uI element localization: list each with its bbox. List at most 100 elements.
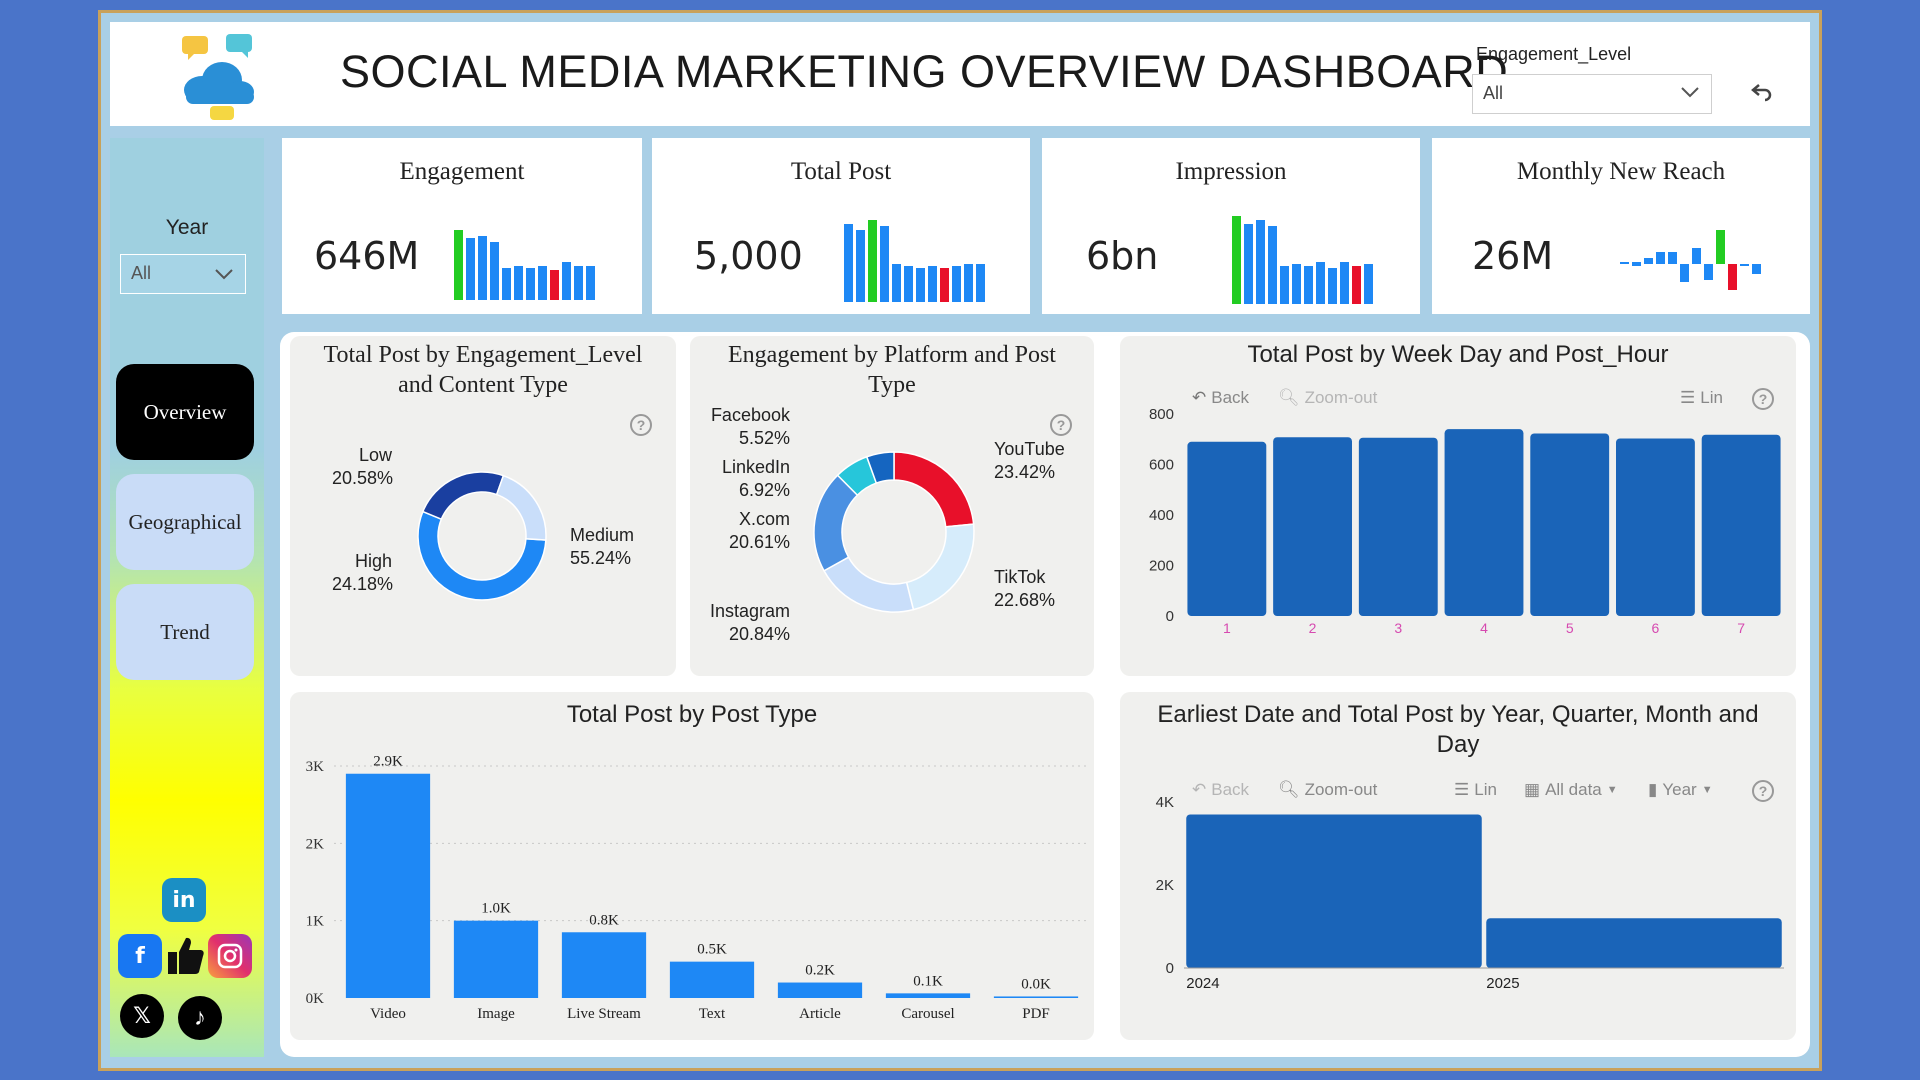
calendar-icon: ▦: [1524, 780, 1541, 799]
lin-button[interactable]: ☰ Lin: [1680, 388, 1723, 408]
year-filter-label: Year: [165, 216, 209, 239]
kpi-sparkline: [1620, 230, 1761, 290]
nav-trend[interactable]: Trend: [116, 584, 254, 680]
bar[interactable]: [885, 993, 971, 998]
kpi-sparkline: [844, 220, 985, 302]
x-category-label: Carousel: [901, 1006, 954, 1022]
chart-weekday-panel: Total Post by Week Day and Post_Hour ↶ Ba…: [1120, 336, 1796, 676]
lin-button-label: Lin: [1700, 388, 1723, 407]
year-filter-value: All: [131, 263, 152, 283]
slice-percent: 24.18%: [332, 574, 394, 594]
bar[interactable]: [777, 982, 863, 998]
slice-label: X.com: [738, 509, 790, 529]
bar[interactable]: [1530, 433, 1610, 616]
zoom-out-button[interactable]: 🔍︎ Zoom-out: [1278, 388, 1377, 408]
x-category-label: 7: [1737, 620, 1745, 636]
bar-chart-year: 0 2K 4K 2024 2025: [1156, 794, 1784, 992]
data-label: 0.8K: [589, 912, 619, 928]
linkedin-icon: in: [162, 878, 206, 922]
help-icon[interactable]: ?: [630, 414, 652, 436]
back-button[interactable]: ↶ Back: [1192, 780, 1249, 800]
year-hierarchy-label: Year: [1662, 780, 1697, 799]
slice-percent: 22.68%: [994, 590, 1056, 610]
year-filter-select[interactable]: All: [120, 254, 246, 294]
donut-slice-low[interactable]: [495, 474, 547, 541]
help-icon[interactable]: ?: [1752, 388, 1774, 410]
slice-label: High: [354, 551, 392, 571]
bar[interactable]: [1187, 441, 1267, 616]
help-icon[interactable]: ?: [1752, 780, 1774, 802]
bar[interactable]: [993, 996, 1079, 998]
slice-label: Facebook: [710, 405, 790, 425]
undo-icon[interactable]: [1750, 80, 1774, 104]
donut-slice-youtube[interactable]: [893, 451, 975, 528]
donut-slice-instagram[interactable]: [823, 556, 915, 613]
bar[interactable]: [1616, 438, 1695, 616]
slice-percent: 55.24%: [570, 548, 632, 568]
help-icon[interactable]: ?: [1050, 414, 1072, 436]
bar[interactable]: [1701, 434, 1781, 616]
slice-percent: 20.84%: [728, 624, 790, 644]
donut-label-facebook: Facebook 5.52%: [708, 404, 790, 450]
page-title: SOCIAL MEDIA MARKETING OVERVIEW DASHBOAR…: [340, 46, 1509, 97]
x-category-label: 2025: [1486, 975, 1519, 992]
list-icon: ☰: [1454, 780, 1470, 799]
data-label: 0.2K: [805, 963, 835, 979]
x-icon: 𝕏: [120, 994, 164, 1038]
zoom-out-icon: 🔍︎: [1278, 780, 1300, 799]
y-tick-label: 0: [1166, 960, 1174, 977]
year-hierarchy-button[interactable]: ▮ Year ▼: [1648, 780, 1713, 800]
bar-chart-post-type: 0K 1K 2K 3K Video 2.9K Image 1.0K Live Stream 0.8…: [306, 754, 1090, 1022]
lin-button[interactable]: ☰ Lin: [1454, 780, 1497, 800]
kpi-card-engagement: Engagement 646M: [282, 138, 642, 314]
donut-label-medium: Medium 55.24%: [570, 524, 634, 570]
bar[interactable]: [1186, 814, 1482, 968]
slice-percent: 20.58%: [332, 468, 394, 488]
chart-year-panel: Earliest Date and Total Post by Year, Qu…: [1120, 692, 1796, 1040]
bar[interactable]: [345, 773, 431, 998]
slice-label: LinkedIn: [721, 457, 790, 477]
engagement-filter-select[interactable]: All: [1472, 74, 1712, 114]
kpi-card-total-post: Total Post 5,000: [652, 138, 1030, 314]
slice-label: Instagram: [709, 601, 790, 621]
bar[interactable]: [561, 932, 647, 998]
bar[interactable]: [669, 961, 755, 998]
bar-chart-icon: ▮: [1648, 780, 1658, 799]
x-category-label: 2024: [1186, 975, 1219, 992]
back-button-label: Back: [1211, 388, 1250, 407]
kpi-sparkline: [1232, 216, 1373, 304]
donut-slice-tiktok[interactable]: [905, 523, 975, 611]
slice-label: YouTube: [994, 439, 1065, 459]
donut-label-high: High 24.18%: [332, 550, 394, 596]
donut-slice-medium[interactable]: [417, 510, 547, 601]
bar[interactable]: [1486, 918, 1782, 968]
donut-slice-high[interactable]: [421, 471, 505, 521]
zoom-out-button[interactable]: 🔍︎ Zoom-out: [1278, 780, 1377, 800]
y-tick-label: 200: [1149, 558, 1174, 575]
slice-label: Low: [358, 445, 392, 465]
data-label: 2.9K: [373, 754, 403, 770]
kpi-title: Total Post: [790, 158, 892, 185]
all-data-button[interactable]: ▦ All data ▼: [1524, 780, 1618, 800]
nav-geographical[interactable]: Geographical: [116, 474, 254, 570]
y-tick-label: 600: [1149, 457, 1174, 474]
x-category-label: 1: [1223, 620, 1231, 636]
bar[interactable]: [1444, 429, 1524, 616]
cloud-chat-icon: [182, 34, 254, 120]
back-button[interactable]: ↶ Back: [1192, 388, 1249, 408]
nav-overview-label: Overview: [143, 399, 227, 424]
kpi-value: 26M: [1472, 234, 1554, 278]
chart-title: Total Post by Engagement_Level and Conte…: [323, 342, 643, 398]
bar[interactable]: [453, 920, 539, 998]
donut-label-instagram: Instagram 20.84%: [694, 600, 790, 646]
donut-label-linkedin: LinkedIn 6.92%: [708, 456, 790, 502]
chart-platform-panel: Engagement by Platform and Post Type ? F…: [690, 336, 1094, 676]
donut-chart-platform: [813, 451, 975, 613]
nav-overview[interactable]: Overview: [116, 364, 254, 460]
bar[interactable]: [1273, 437, 1352, 616]
tiktok-icon: ♪: [178, 996, 222, 1040]
kpi-title: Engagement: [399, 158, 525, 185]
bar[interactable]: [1358, 437, 1438, 616]
donut-slice-facebook[interactable]: [865, 451, 895, 485]
nav-geographical-label: Geographical: [128, 509, 242, 534]
